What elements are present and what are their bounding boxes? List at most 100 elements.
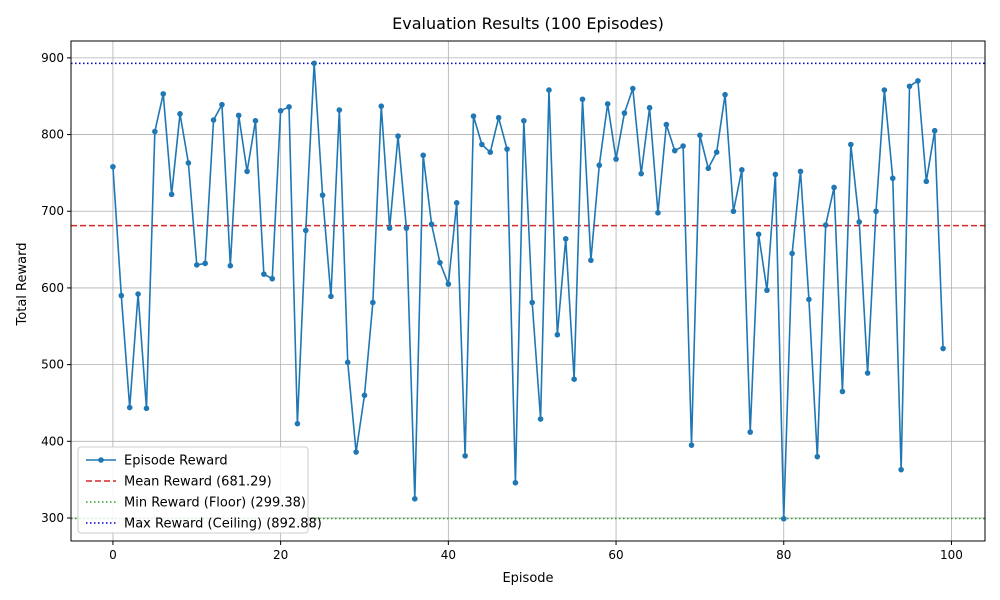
episode-reward-point [135,291,141,297]
episode-reward-point [420,152,426,159]
legend-swatch-marker [98,457,104,463]
episode-reward-point [923,178,930,185]
episode-reward-point [780,515,787,522]
episode-reward-point [747,429,754,435]
y-tick-label: 900 [41,51,64,65]
episode-reward-point [428,221,435,228]
episode-reward-point [571,376,577,382]
episode-reward-point [160,91,167,97]
episode-reward-point [353,449,359,455]
episode-reward-point [898,466,904,473]
y-tick-label: 400 [41,434,64,448]
episode-reward-point [470,113,477,119]
episode-reward-point [940,345,946,352]
episode-reward-point [546,87,552,93]
episode-reward-point [646,104,653,111]
episode-reward-point [378,103,385,109]
episode-reward-point [822,222,829,228]
y-tick-label: 600 [41,281,64,295]
episode-reward-point [344,359,351,366]
episode-reward-point [579,96,586,103]
episode-reward-point [395,133,401,139]
episode-reward-point [462,453,468,459]
chart-title: Evaluation Results (100 Episodes) [392,14,664,33]
episode-reward-point [294,420,301,427]
legend-label: Max Reward (Ceiling) (892.88) [124,517,322,532]
episode-reward-point [739,167,745,173]
y-tick-label: 500 [41,358,64,372]
episode-reward-point [244,168,250,175]
episode-reward-point [118,292,125,299]
axis-ticks: 0 20 40 60 80 100 300 400 500 600 700 800 900 [41,51,963,562]
x-tick-label: 40 [441,548,456,562]
episode-reward-point [210,117,217,123]
episode-reward-point [688,442,695,448]
episode-reward-point [638,170,645,177]
episode-reward-point [881,87,888,93]
episode-reward-point [596,162,603,169]
episode-reward-point [512,479,519,486]
episode-reward-point [479,141,485,148]
episode-reward-point [261,271,267,277]
episode-reward-point [730,208,737,215]
episode-reward-point [588,257,594,264]
y-tick-label: 700 [41,204,64,218]
episode-reward-point [235,112,242,119]
episode-reward-point [110,163,116,170]
episode-reward-point [227,262,234,269]
episode-reward-point [311,60,317,67]
episode-reward-point [697,132,703,139]
episode-reward-point [445,281,452,287]
episode-reward-point [931,127,938,134]
episode-reward-point [831,184,837,191]
episode-reward-point [143,405,150,412]
episode-reward-point [537,416,544,422]
episode-reward-point [889,175,896,182]
axes-frame [70,40,986,542]
plot-area: 0 20 40 60 80 100 300 400 500 600 700 800 900 [41,40,986,562]
x-axis-label: Episode [502,571,553,586]
episode-reward-point [277,107,284,114]
episode-reward-point [722,91,728,98]
episode-reward-point [873,208,879,215]
episode-reward-point [671,147,678,154]
legend-label: Mean Reward (681.29) [124,475,272,490]
x-tick-label: 100 [940,548,963,562]
episode-reward-point [705,165,712,172]
episode-reward-point [319,192,326,198]
episode-reward-point [772,171,779,178]
episode-reward-point [168,191,175,198]
episode-reward-point [386,225,393,231]
episode-reward-point [848,141,854,148]
legend-label: Episode Reward [124,454,228,469]
episode-reward-point [126,404,133,411]
episode-reward-point [806,296,812,303]
episode-reward-point [604,101,611,107]
episode-reward-point [328,293,334,300]
y-axis-label: Total Reward [15,243,30,327]
episode-reward-point [630,85,636,92]
episode-reward-point [411,496,418,502]
episode-reward-point [554,331,561,338]
episode-reward-point [177,111,183,117]
episode-reward-point [370,299,376,306]
episode-reward-point [814,453,821,460]
episode-reward-point [839,388,846,395]
y-tick-label: 800 [41,128,64,142]
episode-reward-point [193,262,200,268]
episode-reward-point [562,236,569,242]
legend-label: Min Reward (Floor) (299.38) [124,496,306,511]
x-tick-label: 20 [273,548,288,562]
episode-reward-point [437,259,443,266]
legend: Episode Reward Mean Reward (681.29) Min Re… [77,446,322,534]
episode-reward-point [621,110,628,116]
episode-reward-point [915,78,921,84]
x-tick-label: 60 [608,548,623,562]
episode-reward-point [336,107,343,113]
x-tick-label: 0 [109,548,117,562]
episode-reward-point [680,143,686,149]
episode-reward-point [764,287,770,294]
episode-reward-point [152,128,158,135]
x-tick-label: 80 [776,548,791,562]
